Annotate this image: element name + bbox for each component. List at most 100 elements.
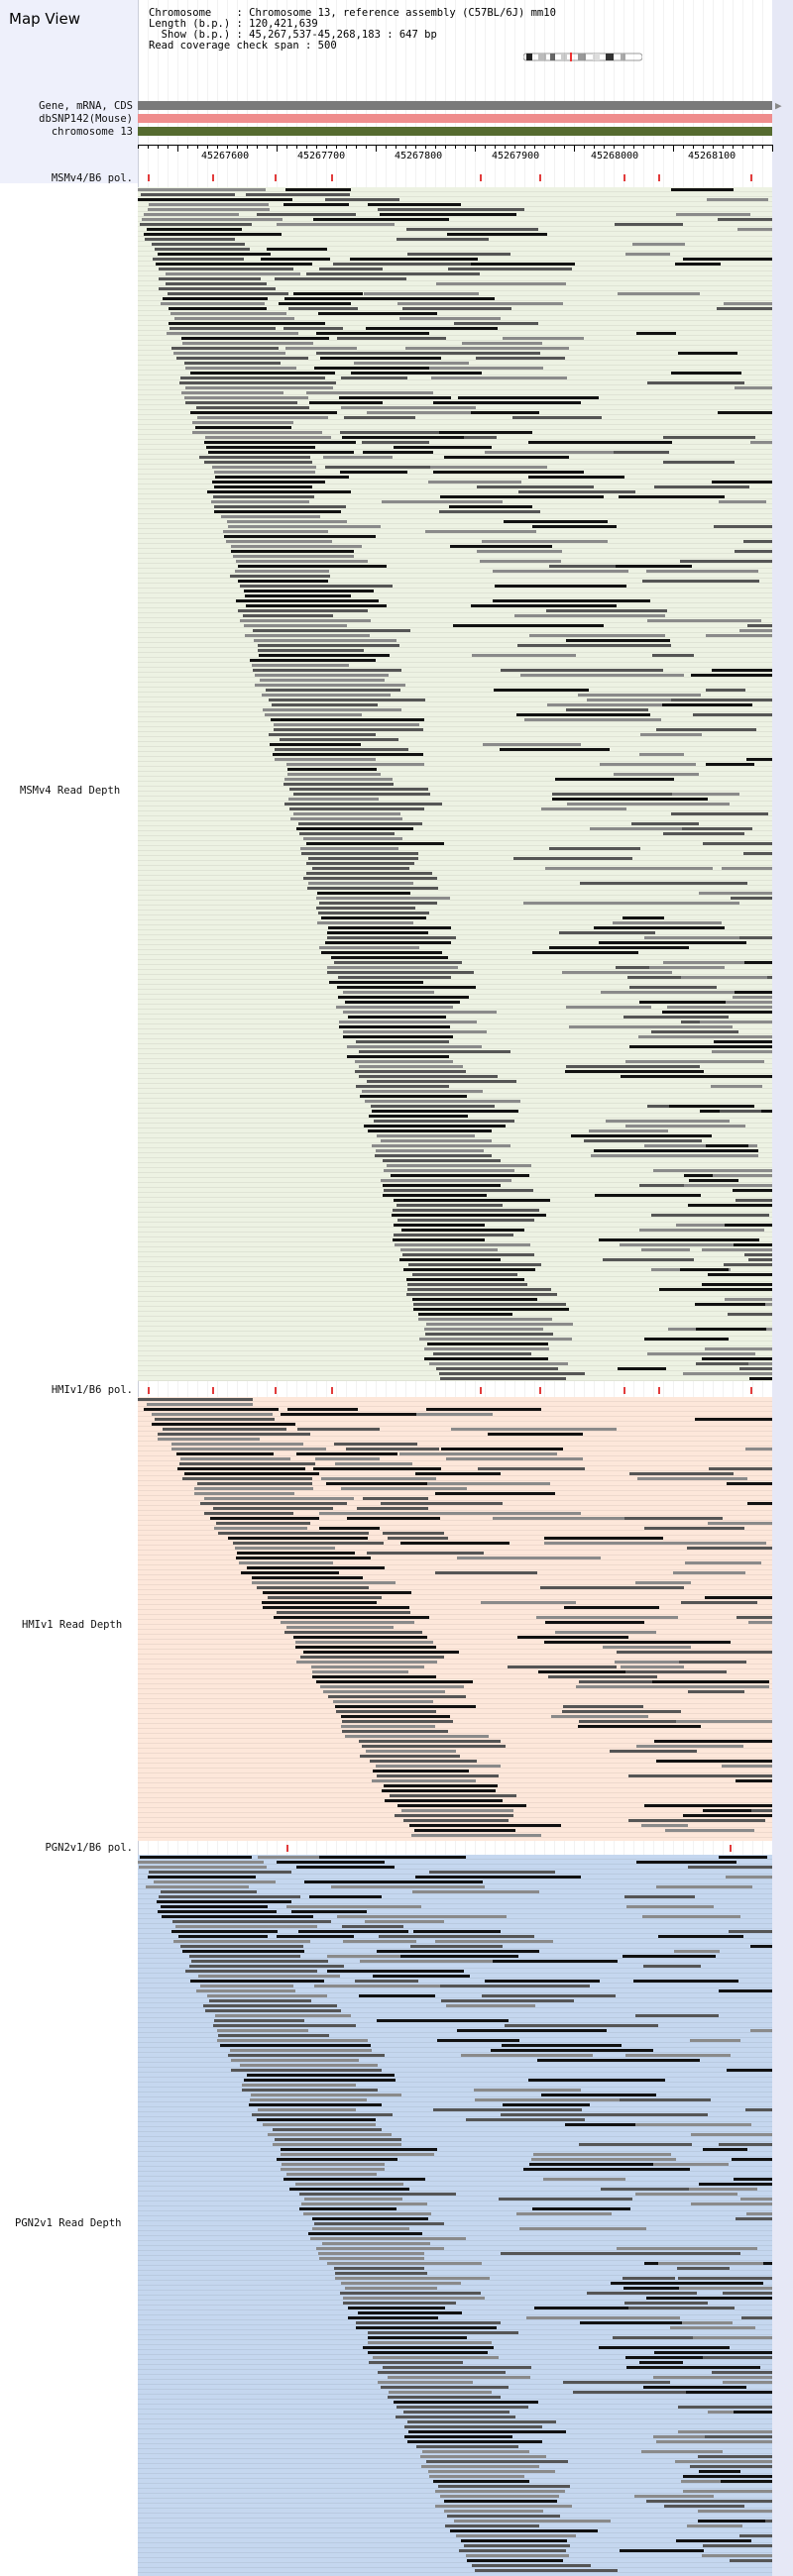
- sequence-read[interactable]: [641, 1824, 688, 1827]
- sequence-read[interactable]: [386, 1880, 483, 1883]
- sequence-read[interactable]: [306, 272, 442, 275]
- sequence-read[interactable]: [312, 2227, 409, 2230]
- sequence-read[interactable]: [544, 1641, 690, 1644]
- sequence-read[interactable]: [399, 317, 501, 320]
- sequence-read[interactable]: [729, 1930, 772, 1933]
- sequence-read[interactable]: [579, 2143, 692, 2146]
- chromosome-track-bar[interactable]: [138, 127, 772, 136]
- sequence-read[interactable]: [316, 332, 429, 335]
- sequence-read[interactable]: [591, 1154, 758, 1157]
- sequence-read[interactable]: [342, 1730, 448, 1733]
- sequence-read[interactable]: [611, 2282, 763, 2285]
- sequence-read[interactable]: [174, 317, 294, 320]
- sequence-read[interactable]: [579, 1720, 715, 1723]
- sequence-read[interactable]: [359, 1065, 463, 1068]
- sequence-read[interactable]: [362, 1745, 506, 1748]
- sequence-read[interactable]: [483, 743, 581, 746]
- sequence-read[interactable]: [424, 1347, 549, 1350]
- sequence-read[interactable]: [388, 352, 540, 355]
- sequence-read[interactable]: [656, 1885, 752, 1888]
- sequence-read[interactable]: [327, 1970, 464, 1973]
- sequence-read[interactable]: [726, 1876, 772, 1878]
- sequence-read[interactable]: [367, 411, 471, 414]
- sequence-read[interactable]: [261, 258, 330, 261]
- sequence-read[interactable]: [356, 2321, 501, 2324]
- sequence-read[interactable]: [743, 852, 772, 855]
- sequence-read[interactable]: [384, 1784, 498, 1787]
- sequence-read[interactable]: [228, 1537, 368, 1540]
- sequence-read[interactable]: [257, 2118, 376, 2121]
- sequence-read[interactable]: [161, 1905, 268, 1908]
- sequence-read[interactable]: [475, 2098, 629, 2101]
- sequence-read[interactable]: [378, 2371, 506, 2374]
- sequence-read[interactable]: [341, 2282, 461, 2285]
- sequence-read[interactable]: [283, 2178, 425, 2181]
- sequence-read[interactable]: [190, 1980, 324, 1983]
- sequence-read[interactable]: [158, 1438, 260, 1441]
- sequence-read[interactable]: [528, 441, 672, 444]
- sequence-read[interactable]: [736, 1779, 772, 1782]
- sequence-read[interactable]: [739, 936, 772, 939]
- sequence-read[interactable]: [272, 703, 378, 706]
- sequence-read[interactable]: [373, 1770, 469, 1772]
- sequence-read[interactable]: [427, 1985, 590, 1987]
- sequence-read[interactable]: [407, 2420, 556, 2423]
- sequence-read[interactable]: [359, 1994, 435, 1997]
- sequence-read[interactable]: [306, 862, 414, 865]
- sequence-read[interactable]: [347, 1045, 482, 1048]
- sequence-read[interactable]: [213, 2024, 356, 2027]
- sequence-read[interactable]: [748, 1362, 772, 1365]
- sequence-read[interactable]: [335, 1705, 476, 1708]
- sequence-read[interactable]: [280, 738, 398, 741]
- snp-marker[interactable]: [623, 174, 625, 181]
- sequence-read[interactable]: [395, 1814, 513, 1817]
- sequence-read[interactable]: [639, 1184, 684, 1187]
- sequence-read[interactable]: [664, 2505, 744, 2508]
- sequence-read[interactable]: [477, 550, 562, 553]
- sequence-read[interactable]: [424, 1357, 548, 1360]
- sequence-read[interactable]: [599, 941, 746, 944]
- sequence-read[interactable]: [618, 1367, 666, 1370]
- sequence-read[interactable]: [169, 307, 267, 310]
- sequence-read[interactable]: [421, 2465, 539, 2468]
- sequence-read[interactable]: [236, 560, 368, 563]
- sequence-read[interactable]: [252, 1581, 396, 1584]
- sequence-read[interactable]: [523, 2168, 640, 2171]
- sequence-read[interactable]: [472, 2564, 591, 2567]
- sequence-read[interactable]: [651, 1214, 769, 1217]
- sequence-read[interactable]: [356, 1085, 449, 1088]
- sequence-read[interactable]: [435, 1492, 555, 1495]
- sequence-read[interactable]: [635, 2014, 719, 2017]
- sequence-read[interactable]: [359, 1740, 501, 1743]
- sequence-read[interactable]: [707, 198, 768, 201]
- sequence-read[interactable]: [427, 1342, 548, 1345]
- sequence-read[interactable]: [519, 2227, 646, 2230]
- sequence-read[interactable]: [166, 282, 267, 285]
- sequence-read[interactable]: [430, 1512, 581, 1515]
- sequence-read[interactable]: [355, 1070, 466, 1073]
- sequence-read[interactable]: [590, 827, 702, 830]
- sequence-read[interactable]: [321, 1477, 436, 1480]
- sequence-read[interactable]: [185, 367, 296, 370]
- sequence-read[interactable]: [571, 1134, 712, 1137]
- sequence-read[interactable]: [635, 2123, 751, 2126]
- sequence-read[interactable]: [548, 1675, 657, 1678]
- sequence-read[interactable]: [719, 1989, 772, 1992]
- sequence-read[interactable]: [736, 1199, 772, 1202]
- sequence-read[interactable]: [688, 1866, 772, 1869]
- sequence-read[interactable]: [747, 624, 772, 627]
- sequence-read[interactable]: [584, 1139, 702, 1142]
- sequence-read[interactable]: [342, 1720, 453, 1723]
- sequence-read[interactable]: [208, 451, 354, 454]
- sequence-read[interactable]: [300, 847, 398, 850]
- snp-marker[interactable]: [212, 174, 214, 181]
- sequence-read[interactable]: [587, 698, 736, 701]
- sequence-read[interactable]: [333, 263, 471, 266]
- sequence-read[interactable]: [316, 897, 450, 900]
- sequence-read[interactable]: [381, 1502, 503, 1505]
- sequence-read[interactable]: [436, 1367, 558, 1370]
- sequence-read[interactable]: [615, 1661, 679, 1664]
- sequence-read[interactable]: [415, 1472, 501, 1475]
- sequence-read[interactable]: [735, 386, 772, 389]
- sequence-read[interactable]: [238, 580, 328, 583]
